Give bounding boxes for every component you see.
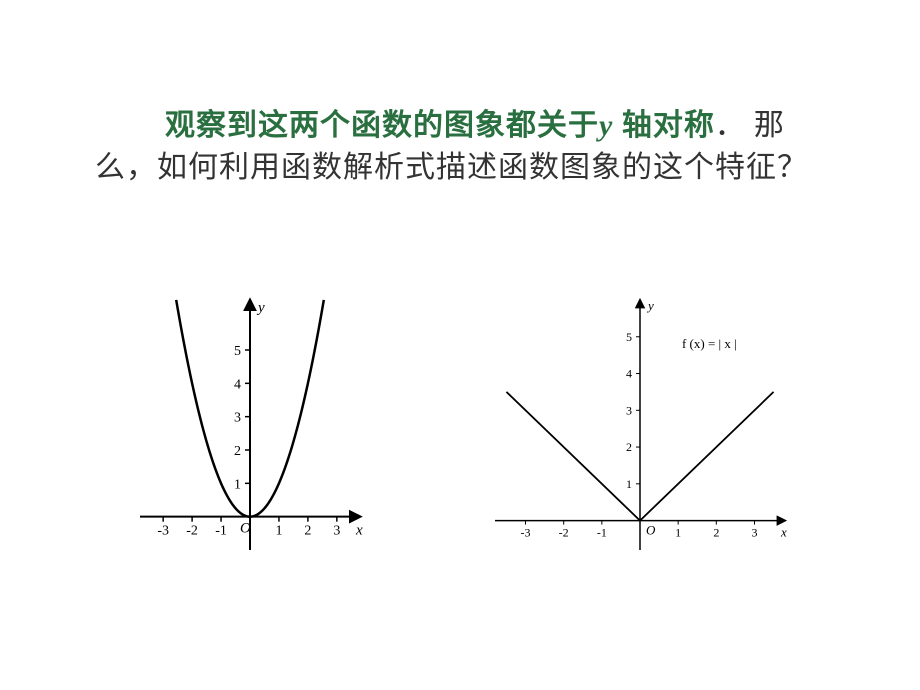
ytick-label: 3 [234,411,241,426]
chart-row: -3 -2 -1 1 2 3 1 2 3 4 5 Ox y -3 -2 -1 1 2 3 1 2 3 4 5 Ox y f (x)… [0,290,920,570]
ytick-label: 5 [626,330,632,344]
ytick-label: 4 [626,367,632,381]
abs-chart: -3 -2 -1 1 2 3 1 2 3 4 5 Ox y f (x) = | x | [480,290,800,570]
xtick-label: 3 [751,526,757,540]
ytick-label: 1 [626,477,632,491]
xtick-label: 2 [713,526,719,540]
body-text-block: 观察到这两个函数的图象都关于y 轴对称．那么，如何利用函数解析式描述函数图象的这… [95,105,835,189]
ytick-label: 2 [626,440,632,454]
highlight-text-before: 观察到这两个函数的图象都关于 [165,109,599,142]
formula-label: f (x) = | x | [682,336,737,351]
y-letter: y [599,109,613,142]
xtick-label: 1 [275,524,282,539]
slide-page: 观察到这两个函数的图象都关于y 轴对称．那么，如何利用函数解析式描述函数图象的这… [0,0,920,690]
xtick-label: 1 [675,526,681,540]
parabola-chart: -3 -2 -1 1 2 3 1 2 3 4 5 Ox y [120,290,380,570]
xtick-label: -3 [521,526,531,540]
origin-label: O [240,521,251,537]
origin-label: O [646,523,656,538]
highlight-text-after: 轴对称 [613,109,715,142]
ytick-label: 1 [234,477,241,492]
x-axis-label: x [355,523,363,539]
xtick-label: -2 [559,526,569,540]
y-axis-label: y [256,300,265,316]
xtick-label: -2 [186,524,198,539]
ytick-label: 4 [234,377,241,392]
x-axis-label: x [780,525,787,540]
period: ． [715,109,746,142]
ytick-label: 5 [234,344,241,359]
abs-left-line [506,392,640,521]
xtick-label: -1 [215,524,227,539]
abs-right-line [640,392,774,521]
ytick-label: 2 [234,444,241,459]
abs-svg: -3 -2 -1 1 2 3 1 2 3 4 5 Ox y f (x) = | x | [480,290,800,570]
xtick-label: 2 [304,524,311,539]
xtick-label: -3 [157,524,169,539]
xtick-label: -1 [597,526,607,540]
xtick-label: 3 [333,524,340,539]
y-axis-label: y [646,298,654,313]
ytick-label: 3 [626,403,632,417]
parabola-svg: -3 -2 -1 1 2 3 1 2 3 4 5 Ox y [120,290,380,570]
